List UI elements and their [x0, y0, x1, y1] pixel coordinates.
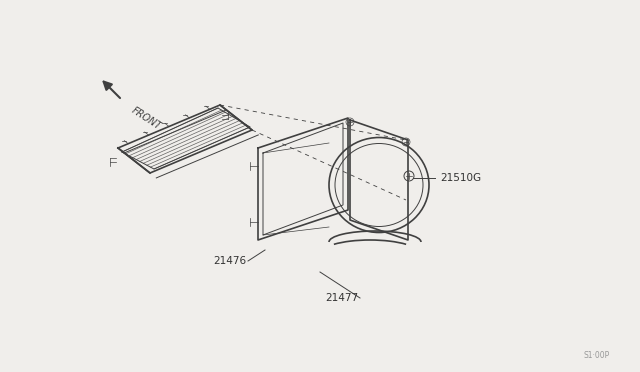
Text: 21477: 21477 [325, 293, 358, 303]
Text: S1·00P: S1·00P [584, 351, 610, 360]
Text: 21476: 21476 [213, 256, 246, 266]
Text: 21510G: 21510G [440, 173, 481, 183]
Text: FRONT: FRONT [130, 105, 163, 131]
